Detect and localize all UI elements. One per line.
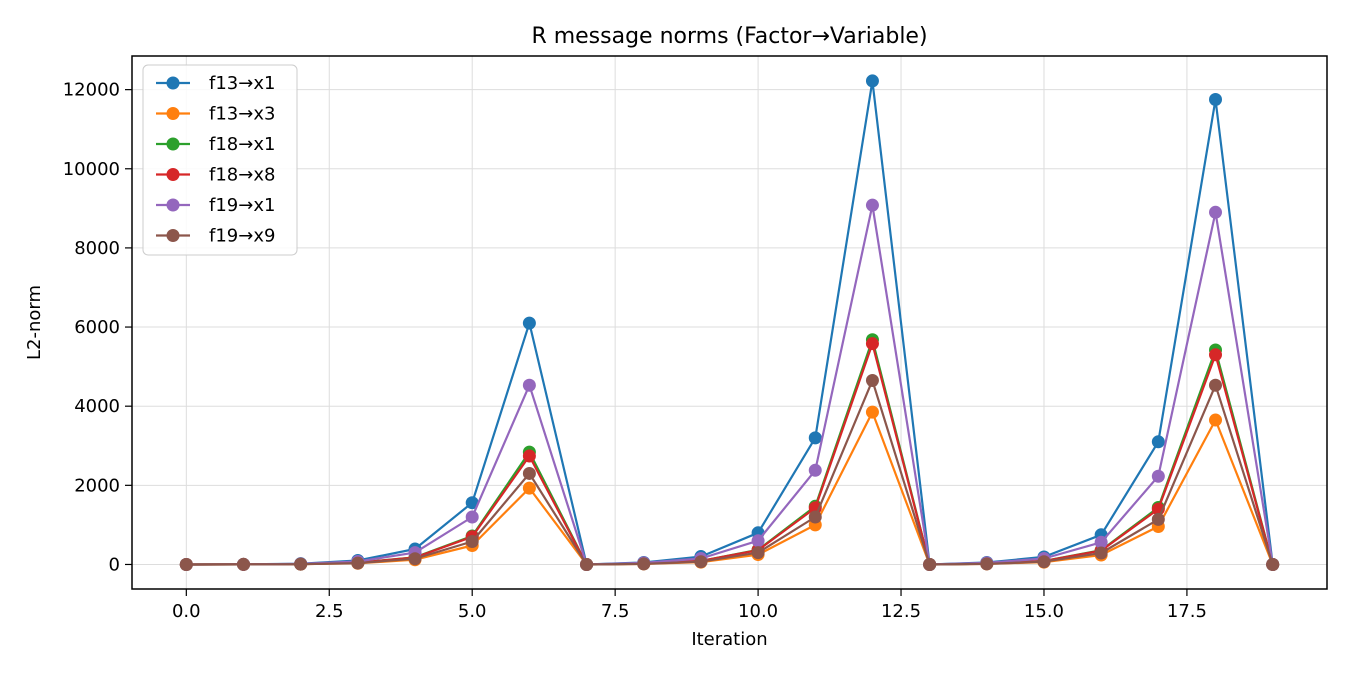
data-point (865, 405, 879, 419)
x-tick-label: 7.5 (601, 601, 630, 622)
plot-frame (131, 55, 1328, 590)
data-point (865, 373, 879, 387)
legend-marker (166, 76, 180, 90)
legend-marker (166, 168, 180, 181)
y-axis: 0 2000 4000 6000 8000 10000 12000 (63, 80, 132, 575)
data-point (1151, 512, 1165, 526)
legend-item: f13→x3 (156, 104, 275, 125)
legend-marker (166, 229, 180, 242)
x-tick-label: 12.5 (881, 601, 921, 622)
x-axis: 0.0 2.5 5.0 7.5 10.0 12.5 15.0 17.5 (172, 589, 1207, 622)
legend-label: f19→x1 (209, 195, 275, 216)
y-tick-label: 8000 (74, 238, 120, 259)
y-tick-label: 12000 (63, 80, 120, 101)
legend-marker (166, 137, 180, 151)
legend-item: f18→x1 (156, 134, 275, 155)
legend-label: f13→x3 (209, 104, 275, 125)
data-point (522, 481, 536, 495)
data-point (1266, 557, 1280, 571)
data-point (1209, 93, 1223, 107)
data-point (751, 534, 765, 548)
data-point (1094, 535, 1108, 549)
data-point (294, 557, 308, 571)
data-point (522, 316, 536, 330)
data-point (351, 556, 365, 570)
data-point (465, 496, 479, 510)
x-tick-label: 10.0 (738, 601, 778, 622)
legend-label: f18→x8 (209, 165, 275, 186)
data-point (1151, 435, 1165, 449)
legend-item: f18→x8 (156, 165, 275, 186)
legend-label: f13→x1 (209, 73, 275, 94)
data-point (1209, 413, 1223, 427)
data-point (1209, 378, 1223, 392)
data-point (522, 449, 536, 463)
legend-label: f18→x1 (209, 134, 275, 155)
legend-label: f19→x9 (209, 226, 275, 247)
legend-marker (166, 198, 180, 212)
data-point (522, 378, 536, 392)
data-point (808, 510, 822, 524)
series-line (186, 79, 1274, 566)
data-point (694, 555, 708, 569)
y-tick-label: 6000 (74, 317, 120, 338)
y-tick-label: 0 (109, 554, 120, 575)
y-tick-label: 4000 (74, 396, 120, 417)
x-tick-label: 5.0 (458, 601, 487, 622)
y-axis-label: L2-norm (24, 285, 45, 360)
legend-marker (166, 107, 180, 120)
data-point (980, 557, 994, 571)
data-point (465, 510, 479, 524)
data-point (808, 463, 822, 477)
legend-item: f19→x1 (156, 195, 275, 216)
data-point (236, 557, 250, 571)
x-tick-label: 0.0 (172, 601, 201, 622)
data-point (408, 552, 422, 566)
data-point (1151, 469, 1165, 483)
x-axis-label: Iteration (691, 629, 767, 650)
data-point (637, 557, 651, 571)
chart-title: R message norms (Factor→Variable) (531, 24, 927, 49)
data-point (1094, 546, 1108, 560)
y-tick-label: 2000 (74, 475, 120, 496)
data-point (580, 557, 594, 571)
x-tick-label: 17.5 (1167, 601, 1207, 622)
y-tick-label: 10000 (63, 159, 120, 180)
series-5 (179, 373, 1280, 571)
data-point (808, 431, 822, 445)
data-point (751, 546, 765, 560)
legend-item: f19→x9 (156, 226, 275, 247)
legend-item: f13→x1 (156, 73, 275, 94)
data-point (1037, 555, 1051, 569)
data-point (1209, 205, 1223, 219)
data-point (465, 535, 479, 549)
data-point (522, 466, 536, 480)
data-point (865, 337, 879, 351)
data-point (179, 557, 193, 571)
series-line (186, 379, 1274, 566)
series-line (186, 204, 1274, 566)
data-point (1209, 348, 1223, 362)
x-tick-label: 15.0 (1024, 601, 1064, 622)
legend: f13→x1 f13→x3 f18→x1 f18→x8 f19→x1 f19→x9 (142, 64, 298, 256)
data-point (865, 198, 879, 212)
data-point (923, 557, 937, 571)
series-layer (179, 74, 1280, 571)
x-tick-label: 2.5 (315, 601, 344, 622)
data-point (865, 74, 879, 88)
